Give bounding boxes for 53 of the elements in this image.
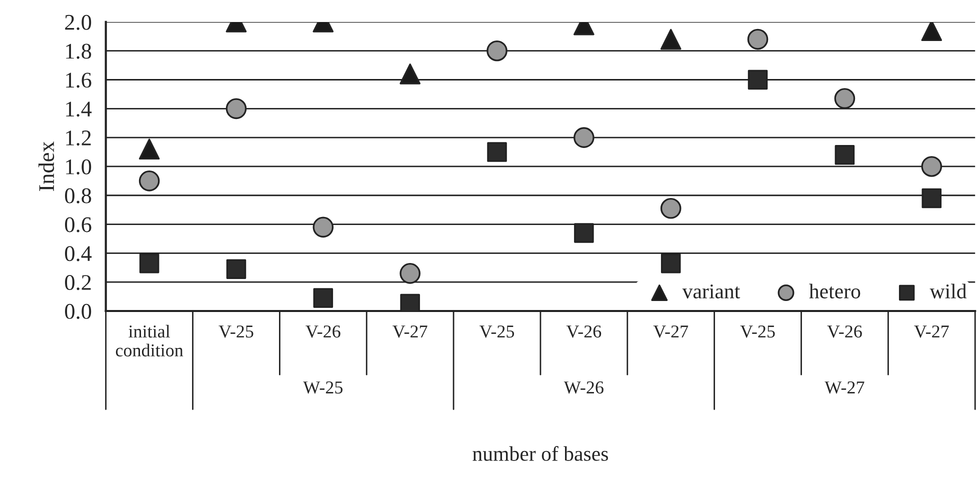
point	[400, 263, 420, 284]
point	[313, 288, 334, 308]
x-tick-label: V-25	[479, 325, 514, 338]
point	[400, 294, 420, 312]
y-tick-label: 0.2	[65, 275, 91, 290]
x-tick-label: V-25	[218, 325, 254, 338]
x-tick-label: V-27	[653, 325, 688, 338]
point	[226, 98, 247, 120]
point	[922, 188, 942, 208]
legend-label: wild	[930, 284, 967, 298]
legend-label: hetero	[809, 284, 860, 298]
y-tick-label: 1.6	[66, 72, 92, 88]
y-tick-label: 0.0	[65, 304, 92, 320]
point	[574, 223, 594, 243]
point	[748, 70, 768, 90]
y-tick-label: 0.6	[65, 217, 92, 232]
point	[574, 127, 594, 148]
point	[834, 145, 855, 165]
text: W-25	[303, 381, 343, 394]
y-tick-label: 1.8	[66, 44, 92, 59]
y-tick-label: 1.2	[66, 130, 91, 146]
x-tick-label: V-26	[306, 325, 340, 338]
text: W-26	[564, 381, 604, 394]
point	[400, 64, 420, 84]
x-tick-label: V-27	[392, 325, 428, 338]
point	[660, 28, 682, 50]
x-axis-title: number of bases	[472, 446, 608, 461]
point	[487, 142, 507, 162]
y-axis-title: Index	[38, 141, 54, 191]
point	[660, 253, 681, 274]
x-tick-label: V-26	[827, 325, 862, 338]
point	[660, 198, 682, 219]
point	[138, 138, 160, 160]
point	[226, 259, 246, 279]
point	[486, 40, 508, 62]
point	[921, 22, 942, 42]
y-tick-label: 1.4	[66, 102, 92, 117]
y-tick-label: 0.4	[65, 246, 92, 262]
point	[312, 216, 334, 238]
point	[921, 156, 942, 177]
point	[747, 28, 768, 50]
y-tick-label: 1.0	[66, 159, 92, 174]
point	[834, 88, 856, 109]
legend-label: variant	[682, 284, 740, 298]
y-tick-label: 2.0	[65, 14, 92, 30]
x-tick-label: V-25	[740, 325, 775, 338]
x-tick-label: V-26	[566, 325, 602, 338]
y-tick-label: 0.8	[65, 188, 92, 204]
x-tick-label: initial condition	[116, 324, 184, 356]
x-tick-label: V-27	[914, 325, 949, 338]
point	[138, 170, 160, 192]
text: W-27	[824, 381, 864, 394]
point	[139, 253, 160, 274]
